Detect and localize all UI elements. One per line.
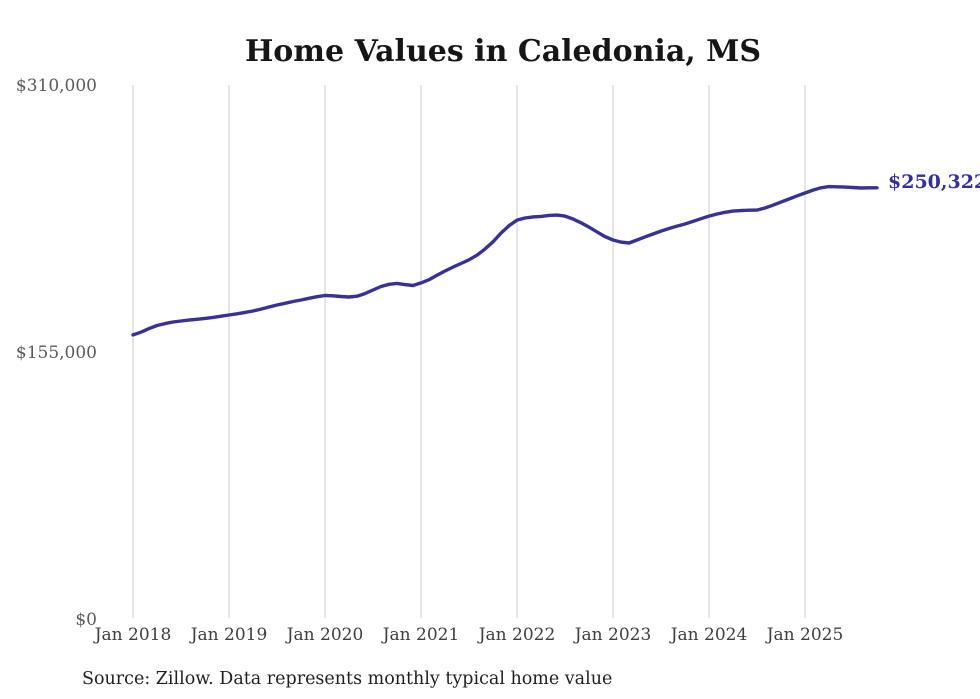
x-axis-labels: Jan 2018 Jan 2019 Jan 2020 Jan 2021 Jan 2022… [93, 625, 844, 645]
x-tick-label: Jan 2021 [381, 625, 460, 645]
chart-title: Home Values in Caledonia, MS [245, 34, 761, 69]
latest-value-label: $250,322 [888, 171, 980, 193]
source-note: Source: Zillow. Data represents monthly … [82, 669, 612, 689]
gridlines [132, 85, 806, 618]
x-tick-label: Jan 2022 [477, 625, 556, 645]
y-axis-labels: $310,000 $155,000 $0 [16, 76, 97, 630]
x-tick-label: Jan 2023 [573, 625, 652, 645]
home-value-line [131, 184, 879, 337]
y-tick-label: $155,000 [16, 343, 97, 363]
x-tick-label: Jan 2024 [669, 625, 748, 645]
x-tick-label: Jan 2025 [765, 625, 844, 645]
y-tick-label: $0 [75, 610, 97, 630]
x-tick-label: Jan 2019 [189, 625, 268, 645]
x-tick-label: Jan 2018 [93, 625, 172, 645]
y-tick-label: $310,000 [16, 76, 97, 96]
x-tick-label: Jan 2020 [285, 625, 364, 645]
